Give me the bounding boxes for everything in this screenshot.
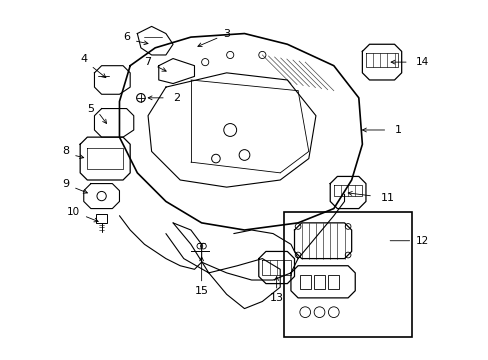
Bar <box>299 275 310 289</box>
Text: 13: 13 <box>269 293 283 303</box>
Text: 15: 15 <box>194 286 208 296</box>
Bar <box>328 275 339 289</box>
Text: 2: 2 <box>173 93 180 103</box>
Text: 7: 7 <box>144 57 151 67</box>
Text: 3: 3 <box>223 28 230 39</box>
Text: 12: 12 <box>415 236 428 246</box>
Bar <box>283 212 411 337</box>
Bar <box>96 214 107 223</box>
Text: 4: 4 <box>80 54 87 64</box>
Text: 8: 8 <box>62 147 69 157</box>
Text: 14: 14 <box>415 57 428 67</box>
Text: 6: 6 <box>123 32 130 42</box>
Text: 11: 11 <box>380 193 394 203</box>
Text: 9: 9 <box>62 179 69 189</box>
Text: 10: 10 <box>66 207 80 217</box>
Text: 5: 5 <box>87 104 94 113</box>
Text: 1: 1 <box>394 125 401 135</box>
Bar <box>313 275 324 289</box>
